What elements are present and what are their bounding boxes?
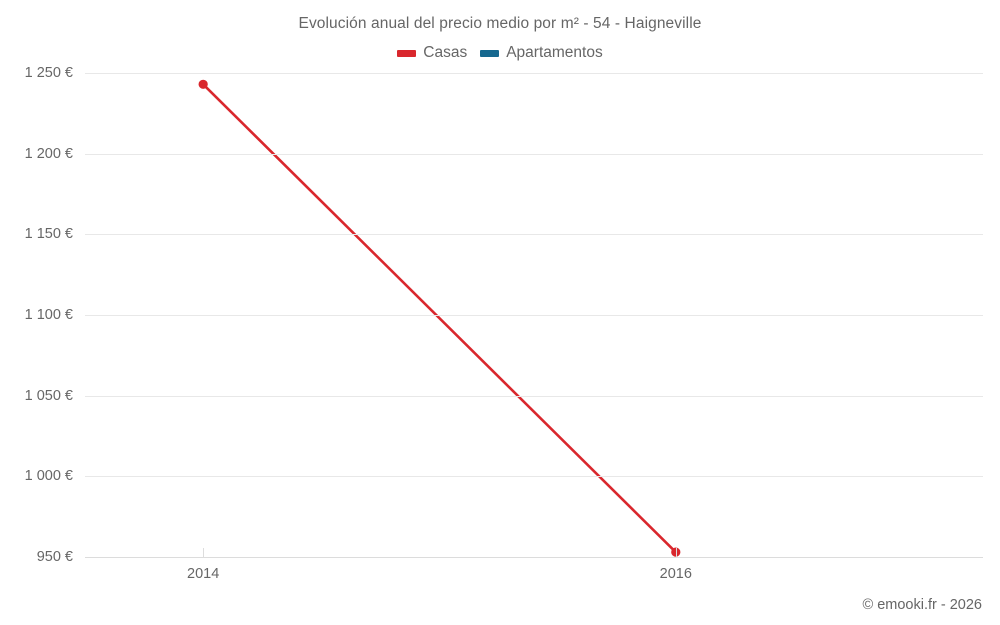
gridline [85,73,983,74]
gridline [85,234,983,236]
gridline [85,557,983,558]
gridline [85,476,983,478]
legend-swatch-icon [480,49,500,57]
legend-swatch-icon [397,49,417,57]
legend-label-casas: Casas [423,44,468,61]
y-tick-label: 950 € [36,549,73,565]
y-tick-label: 1 000 € [24,468,73,485]
data-point[interactable] [198,79,208,89]
series-points-casas [198,79,681,557]
x-tick-mark [675,548,677,558]
y-tick-label: 1 050 € [24,387,73,404]
legend-label-apartamentos: Apartamentos [506,44,603,61]
x-tick-label: 2016 [659,566,692,582]
x-tick-mark [203,548,205,558]
x-axis-ticks [85,548,983,558]
legend-item-apartamentos[interactable]: Apartamentos [480,44,603,62]
y-tick-label: 1 150 € [24,226,73,243]
x-tick-label: 2014 [187,566,220,582]
chart-title: Evolución anual del precio medio por m² … [298,15,702,32]
plot-area [85,73,983,558]
series-layer [198,79,681,557]
y-tick-label: 1 100 € [24,307,73,323]
gridline [85,153,983,155]
gridline [85,315,983,316]
legend-item-casas[interactable]: Casas [397,44,467,62]
y-tick-label: 1 250 € [24,65,73,81]
y-axis: 950 € 1 000 € 1 050 € 1 100 € 1 150 € 1 200 €… [0,65,73,565]
series-line-casas [202,83,677,554]
gridline [85,395,983,397]
series-casas [198,79,681,557]
y-tick-label: 1 200 € [24,145,73,162]
chart-footer-credit: © emooki.fr - 2026 [862,597,982,613]
chart-legend: Casas Apartamentos [0,44,1000,62]
